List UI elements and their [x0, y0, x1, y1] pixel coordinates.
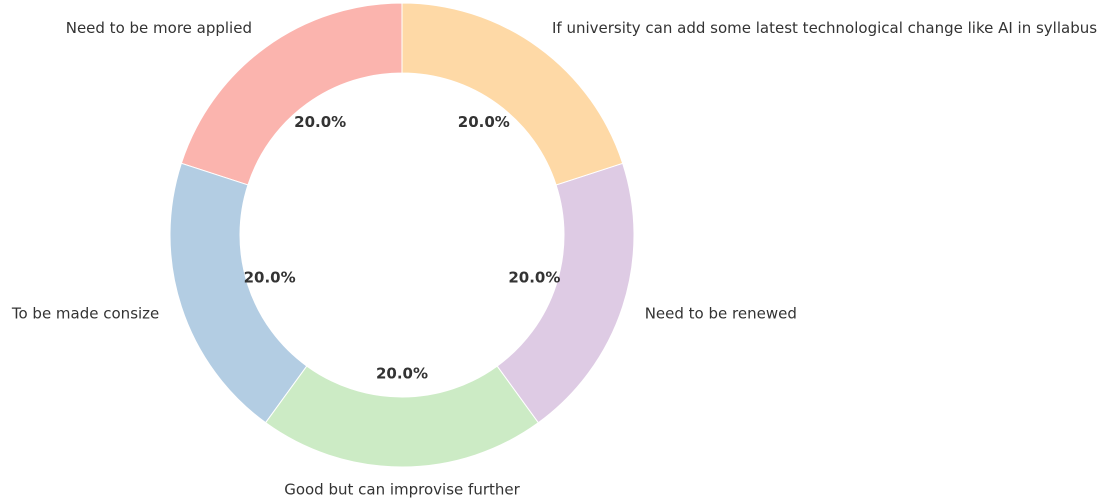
slice-label: Need to be more applied: [66, 19, 252, 37]
value-label: 20.0%: [244, 269, 296, 287]
value-label: 20.0%: [294, 113, 346, 131]
slice-label: Good but can improvise further: [284, 481, 520, 499]
slice-label: To be made consize: [11, 304, 159, 322]
value-label: 20.0%: [376, 365, 428, 383]
donut-slice: [169, 162, 308, 424]
value-label: 20.0%: [508, 269, 560, 287]
value-label: 20.0%: [458, 113, 510, 131]
slice-label: If university can add some latest techno…: [552, 19, 1097, 37]
slice-label: Need to be renewed: [645, 304, 797, 322]
donut-slice: [401, 2, 624, 186]
donut-slice: [496, 162, 635, 424]
